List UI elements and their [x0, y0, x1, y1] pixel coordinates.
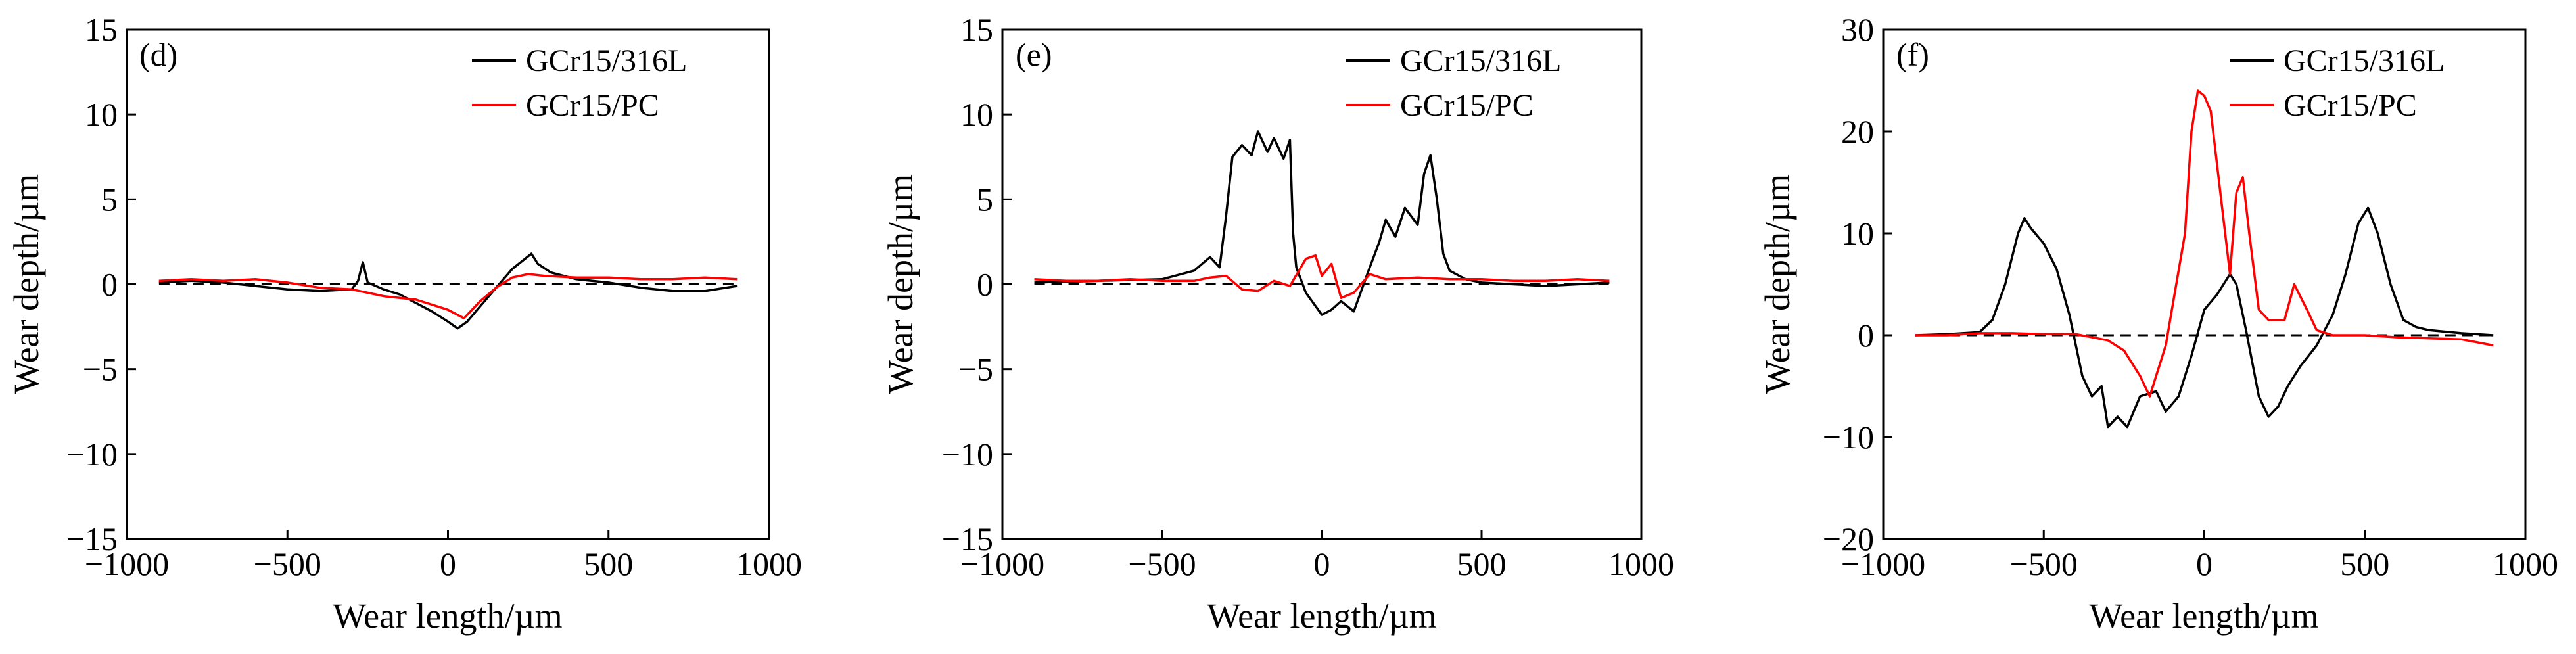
y-tick-label: −10	[1823, 419, 1874, 455]
x-ticks: −1000 −500 0 500 1000	[960, 530, 1674, 582]
y-tick-label: 10	[85, 96, 118, 133]
legend: GCr15/316L GCr15/PC	[1346, 43, 1561, 123]
x-tick-label: −1000	[960, 546, 1044, 582]
panel-tag: (e)	[1016, 36, 1052, 73]
x-tick-label: −500	[1128, 546, 1196, 582]
plot-layer	[1915, 89, 2494, 429]
y-ticks: −15 −10 −5 0 5 10 15	[942, 11, 1012, 557]
y-tick-label: 10	[1841, 215, 1874, 252]
y-tick-label: −10	[942, 436, 993, 473]
series-line-316l	[1034, 130, 1610, 316]
y-tick-label: 5	[977, 181, 993, 218]
x-axis-title: Wear length/µm	[1207, 596, 1436, 636]
series-line-pc	[1915, 89, 2494, 398]
y-tick-label: 5	[101, 181, 118, 218]
x-tick-label: 0	[2196, 546, 2213, 582]
legend-label-pc: GCr15/PC	[526, 88, 659, 123]
series-line-pc	[158, 273, 738, 319]
y-tick-label: 15	[85, 11, 118, 48]
x-tick-label: 0	[1314, 546, 1330, 582]
plot-layer	[158, 252, 738, 330]
x-axis-title: Wear length/µm	[333, 596, 562, 636]
panel-tag: (f)	[1896, 36, 1929, 73]
x-tick-label: 0	[440, 546, 456, 582]
y-tick-label: 15	[960, 11, 993, 48]
legend-label-316l: GCr15/316L	[2283, 43, 2445, 78]
x-axis-title: Wear length/µm	[2089, 596, 2318, 636]
x-tick-label: 1000	[2493, 546, 2558, 582]
legend: GCr15/316L GCr15/PC	[2230, 43, 2445, 123]
y-axis-title: Wear depth/µm	[7, 174, 46, 394]
x-tick-label: −500	[254, 546, 321, 582]
x-tick-label: −1000	[1841, 546, 1925, 582]
y-tick-label: 0	[1858, 317, 1874, 354]
x-tick-label: −1000	[85, 546, 169, 582]
plot-layer	[1034, 130, 1610, 316]
x-ticks: −1000 −500 0 500 1000	[85, 530, 802, 582]
y-axis-title: Wear depth/µm	[1758, 174, 1797, 394]
series-line-316l	[1915, 206, 2494, 429]
y-axis-title: Wear depth/µm	[881, 174, 920, 394]
x-tick-label: 500	[1457, 546, 1507, 582]
y-tick-label: −5	[958, 351, 993, 388]
x-tick-label: −500	[2010, 546, 2078, 582]
legend: GCr15/316L GCr15/PC	[472, 43, 687, 123]
legend-label-pc: GCr15/PC	[2283, 88, 2417, 123]
legend-label-316l: GCr15/316L	[1400, 43, 1561, 78]
plot-frame	[1001, 28, 1643, 540]
series-line-pc	[1034, 254, 1610, 299]
y-ticks: −20 −10 0 10 20 30	[1823, 11, 1892, 557]
x-tick-label: 1000	[1608, 546, 1674, 582]
y-tick-label: −15	[66, 521, 118, 557]
y-tick-label: −20	[1823, 521, 1874, 557]
panel-tag: (d)	[139, 36, 177, 73]
legend-label-pc: GCr15/PC	[1400, 88, 1534, 123]
chart-panel-f: (f) GCr15/316L GCr15/PC −1000 −500 0 500 100…	[1758, 11, 2558, 636]
x-tick-label: 500	[584, 546, 633, 582]
y-tick-label: −5	[83, 351, 118, 388]
chart-panel-d: (d) GCr15/316L GCr15/PC −1000 −500 0 500 100…	[7, 11, 802, 636]
y-tick-label: 30	[1841, 11, 1874, 48]
plot-frame	[1882, 28, 2527, 540]
x-tick-label: 500	[2340, 546, 2389, 582]
y-tick-label: −15	[942, 521, 993, 557]
chart-panel-e: (e) GCr15/316L GCr15/PC −1000 −500 0 500 100…	[881, 11, 1674, 636]
y-tick-label: −10	[66, 436, 118, 473]
x-ticks: −1000 −500 0 500 1000	[1841, 530, 2558, 582]
y-tick-label: 0	[101, 266, 118, 303]
series-line-316l	[158, 252, 738, 330]
legend-label-316l: GCr15/316L	[526, 43, 687, 78]
y-tick-label: 20	[1841, 113, 1874, 150]
y-tick-label: 0	[977, 266, 993, 303]
x-tick-label: 1000	[736, 546, 802, 582]
y-tick-label: 10	[960, 96, 993, 133]
y-ticks: −15 −10 −5 0 5 10 15	[66, 11, 136, 557]
